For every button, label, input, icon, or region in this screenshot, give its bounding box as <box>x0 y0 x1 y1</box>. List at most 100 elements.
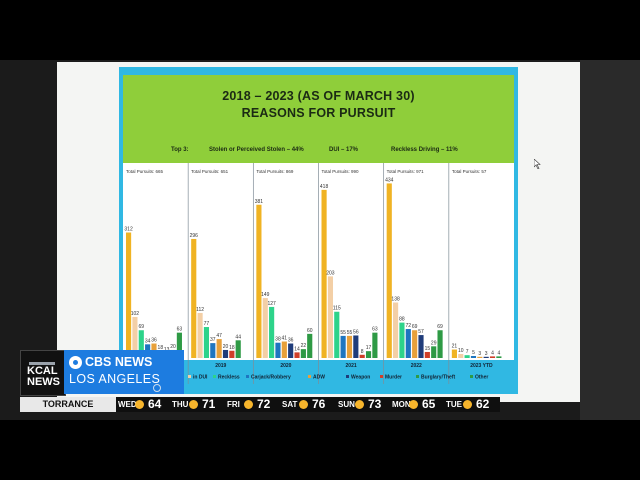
category-label: 2022 <box>411 363 422 369</box>
data-label: 21 <box>452 344 458 350</box>
sun-icon <box>299 400 308 409</box>
data-label: 203 <box>326 270 335 276</box>
bar <box>393 302 399 358</box>
bar <box>176 332 182 358</box>
total-label: Total Pursuits: 57 <box>452 169 487 174</box>
data-label: 72 <box>406 323 412 329</box>
legend-label: Reckless <box>218 375 240 381</box>
data-label: 55 <box>347 330 353 336</box>
top3-label: Top 3: <box>171 147 189 153</box>
total-label: Total Pursuits: 651 <box>191 169 229 174</box>
station-news: NEWS <box>27 376 60 388</box>
legend-label: Murder <box>385 375 402 381</box>
data-label: 63 <box>177 327 183 333</box>
data-label: 20 <box>170 344 176 350</box>
legend-label: in DUI <box>193 375 208 381</box>
bar <box>288 343 294 358</box>
forecast-day-name: WED <box>118 400 137 409</box>
chart-subtitle: REASONS FOR PURSUIT <box>241 106 396 120</box>
data-label: 88 <box>399 317 405 323</box>
bar <box>353 335 359 358</box>
data-label: 69 <box>437 324 443 330</box>
bar <box>235 340 241 358</box>
data-label: 127 <box>267 301 276 307</box>
bar <box>203 327 210 358</box>
sun-icon <box>189 400 198 409</box>
bar <box>191 238 197 358</box>
data-label: 29 <box>431 340 437 346</box>
bar <box>451 349 457 358</box>
data-label: 44 <box>235 334 241 340</box>
data-label: 63 <box>372 327 378 333</box>
bar <box>222 349 229 358</box>
cursor-icon <box>534 159 541 169</box>
sun-icon <box>409 400 418 409</box>
data-label: 4 <box>497 350 500 356</box>
data-label: 47 <box>216 333 222 339</box>
forecast-day-name: SUN <box>338 400 355 409</box>
station-logo: KCAL NEWS <box>20 350 66 396</box>
bar <box>321 189 327 358</box>
bar <box>496 356 502 358</box>
weather-ticker: TORRANCE WED 64 THU 71 FRI 72 SAT 76 SUN… <box>20 397 500 412</box>
data-label: 38 <box>275 337 281 343</box>
data-label: 77 <box>204 321 210 327</box>
data-label: 18 <box>229 345 235 351</box>
legend-swatch <box>246 375 249 378</box>
bar <box>346 335 353 358</box>
network-banner: CBS NEWS LOS ANGELES <box>64 350 184 394</box>
category-label: 2023 YTD <box>470 363 493 369</box>
bar <box>386 183 392 358</box>
bar <box>126 232 132 358</box>
forecast-day-name: FRI <box>227 400 240 409</box>
legend-swatch <box>346 375 349 378</box>
data-label: 22 <box>301 343 307 349</box>
bar <box>359 354 365 358</box>
bar <box>294 352 300 358</box>
bar-chart: Total Pursuits: 66531210269343618132063T… <box>123 163 514 384</box>
legend-swatch <box>380 375 383 378</box>
legend-label: ADW <box>313 375 325 381</box>
chart-panel: 2018 – 2023 (AS OF MARCH 30) REASONS FOR… <box>119 67 518 394</box>
bar <box>477 356 483 358</box>
chart-title: 2018 – 2023 (AS OF MARCH 30) <box>222 89 415 103</box>
bar <box>262 298 268 358</box>
bar <box>132 316 138 358</box>
forecast-temp: 62 <box>476 397 490 411</box>
sun-icon <box>355 400 364 409</box>
bar <box>399 322 405 358</box>
bar <box>372 332 378 358</box>
total-label: Total Pursuits: 990 <box>322 169 360 174</box>
bar <box>418 335 424 358</box>
data-label: 37 <box>210 337 216 343</box>
data-label: 20 <box>223 344 229 350</box>
bar <box>412 330 418 358</box>
data-label: 55 <box>340 330 346 336</box>
bar <box>138 330 144 358</box>
data-label: 434 <box>385 177 394 183</box>
video-frame: 2018 – 2023 (AS OF MARCH 30) REASONS FOR… <box>0 60 640 420</box>
sun-icon <box>244 400 253 409</box>
ticker-city: TORRANCE <box>20 397 116 412</box>
legend-label: Other <box>475 375 488 381</box>
legend-label: Weapon <box>351 375 370 381</box>
category-label: 2020 <box>280 363 291 369</box>
forecast-day-name: MON <box>392 400 411 409</box>
data-label: 418 <box>320 184 329 190</box>
data-label: 381 <box>255 199 264 205</box>
bar <box>437 330 443 358</box>
bar <box>256 204 262 358</box>
data-label: 10 <box>458 348 464 354</box>
data-label: 15 <box>425 346 431 352</box>
bar <box>216 339 222 358</box>
data-label: 57 <box>418 329 424 335</box>
sun-icon <box>463 400 472 409</box>
kcal-bar-icon <box>29 362 55 365</box>
station-name: KCAL <box>27 365 58 377</box>
total-label: Total Pursuits: 971 <box>387 169 425 174</box>
bar <box>275 342 281 358</box>
data-label: 3 <box>485 351 488 357</box>
data-label: 34 <box>145 338 151 344</box>
top3-item: Reckless Driving – 11% <box>391 147 458 153</box>
bar <box>197 312 203 358</box>
